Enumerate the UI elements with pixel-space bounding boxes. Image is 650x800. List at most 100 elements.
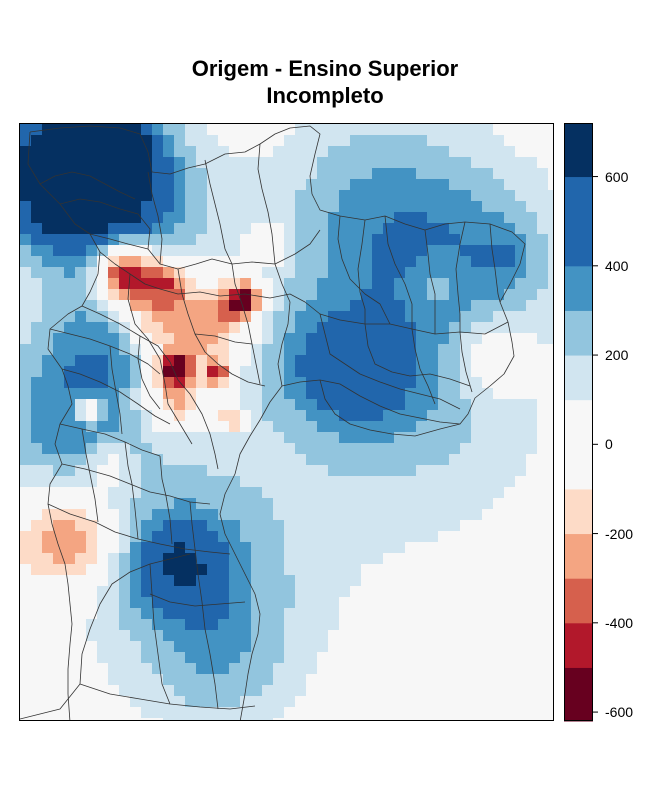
- heatmap-cell: [119, 223, 130, 234]
- heatmap-cell: [361, 223, 372, 234]
- heatmap-cell: [405, 344, 416, 355]
- heatmap-cell: [130, 498, 141, 509]
- heatmap-cell: [361, 520, 372, 531]
- heatmap-cell: [350, 322, 361, 333]
- heatmap-cell: [185, 619, 196, 630]
- heatmap-cell: [306, 289, 317, 300]
- heatmap-cell: [449, 168, 460, 179]
- heatmap-cell: [31, 146, 42, 157]
- heatmap-cell: [339, 487, 350, 498]
- heatmap-cell: [20, 531, 31, 542]
- heatmap-cell: [449, 465, 460, 476]
- heatmap-cell: [141, 597, 152, 608]
- heatmap-cell: [185, 553, 196, 564]
- heatmap-cell: [130, 410, 141, 421]
- heatmap-cell: [350, 333, 361, 344]
- heatmap-cell: [64, 509, 75, 520]
- heatmap-cell: [416, 520, 427, 531]
- heatmap-cell: [405, 146, 416, 157]
- heatmap-cell: [449, 333, 460, 344]
- heatmap-cell: [75, 564, 86, 575]
- heatmap-cell: [64, 300, 75, 311]
- heatmap-cell: [372, 531, 383, 542]
- heatmap-cell: [482, 289, 493, 300]
- heatmap-cell: [42, 454, 53, 465]
- heatmap-cell: [361, 267, 372, 278]
- heatmap-cell: [229, 168, 240, 179]
- heatmap-cell: [251, 586, 262, 597]
- heatmap-cell: [229, 498, 240, 509]
- heatmap-cell: [317, 256, 328, 267]
- heatmap-cell: [141, 311, 152, 322]
- heatmap-cell: [31, 135, 42, 146]
- heatmap-cell: [405, 124, 416, 135]
- heatmap-cell: [306, 542, 317, 553]
- heatmap-cell: [185, 652, 196, 663]
- heatmap-cell: [42, 509, 53, 520]
- heatmap-cell: [339, 124, 350, 135]
- heatmap-cell: [515, 443, 526, 454]
- heatmap-cell: [218, 674, 229, 685]
- heatmap-cell: [207, 696, 218, 707]
- heatmap-cell: [75, 454, 86, 465]
- heatmap-cell: [361, 190, 372, 201]
- heatmap-cell: [383, 256, 394, 267]
- heatmap-cell: [416, 410, 427, 421]
- heatmap-cell: [328, 399, 339, 410]
- heatmap-cell: [482, 135, 493, 146]
- heatmap-cell: [251, 410, 262, 421]
- heatmap-cell: [405, 289, 416, 300]
- heatmap-cell: [295, 179, 306, 190]
- heatmap-cell: [119, 564, 130, 575]
- heatmap-cell: [482, 267, 493, 278]
- heatmap-cell: [53, 344, 64, 355]
- heatmap-cell: [449, 520, 460, 531]
- heatmap-cell: [86, 245, 97, 256]
- heatmap-cell: [119, 443, 130, 454]
- heatmap-cell: [42, 542, 53, 553]
- heatmap-cell: [526, 311, 537, 322]
- heatmap-cell: [229, 718, 240, 720]
- heatmap-cell: [460, 300, 471, 311]
- heatmap-cell: [438, 410, 449, 421]
- heatmap-cell: [20, 124, 31, 135]
- heatmap-cell: [482, 124, 493, 135]
- heatmap-cell: [306, 608, 317, 619]
- heatmap-cell: [31, 212, 42, 223]
- heatmap-cell: [152, 685, 163, 696]
- heatmap-cell: [427, 179, 438, 190]
- heatmap-cell: [306, 355, 317, 366]
- heatmap-cell: [262, 509, 273, 520]
- heatmap-cell: [372, 388, 383, 399]
- heatmap-cell: [97, 432, 108, 443]
- heatmap-cell: [97, 399, 108, 410]
- heatmap-cell: [64, 157, 75, 168]
- heatmap-cell: [515, 223, 526, 234]
- heatmap-cell: [152, 190, 163, 201]
- heatmap-cell: [273, 410, 284, 421]
- heatmap-cell: [218, 718, 229, 720]
- heatmap-cell: [163, 487, 174, 498]
- heatmap-cell: [295, 674, 306, 685]
- heatmap-cell: [64, 443, 75, 454]
- heatmap-cell: [119, 520, 130, 531]
- heatmap-cell: [42, 531, 53, 542]
- heatmap-cell: [306, 586, 317, 597]
- heatmap-cell: [262, 168, 273, 179]
- heatmap-cell: [504, 146, 515, 157]
- heatmap-cell: [185, 476, 196, 487]
- heatmap-cell: [416, 344, 427, 355]
- heatmap-cell: [119, 421, 130, 432]
- heatmap-cell: [515, 190, 526, 201]
- heatmap-cell: [31, 531, 42, 542]
- colorbar-bin: [564, 488, 593, 535]
- heatmap-cell: [141, 487, 152, 498]
- heatmap-cell: [174, 476, 185, 487]
- heatmap-cell: [284, 355, 295, 366]
- heatmap-cell: [207, 520, 218, 531]
- heatmap-cell: [130, 388, 141, 399]
- heatmap-cell: [306, 531, 317, 542]
- heatmap-cell: [196, 575, 207, 586]
- heatmap-cell: [372, 179, 383, 190]
- heatmap-cell: [350, 278, 361, 289]
